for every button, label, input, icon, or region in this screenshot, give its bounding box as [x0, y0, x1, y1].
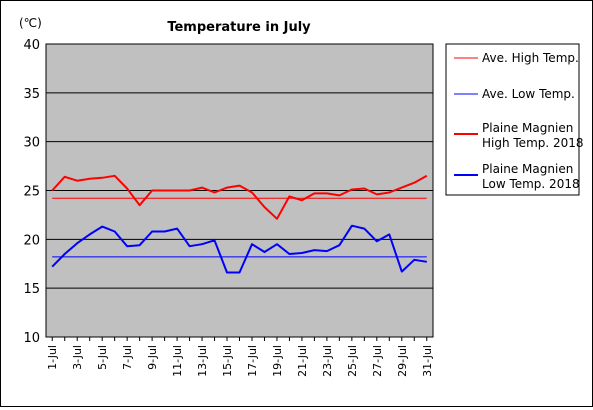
- x-tick-label: 9-Jul: [146, 345, 159, 370]
- x-tick-label: 27-Jul: [371, 345, 384, 377]
- legend-label: Plaine Magnien: [482, 162, 573, 176]
- x-tick-label: 29-Jul: [396, 345, 409, 377]
- y-tick-label: 25: [23, 185, 40, 200]
- y-tick-label: 15: [23, 282, 40, 297]
- x-tick-label: 1-Jul: [46, 345, 59, 370]
- y-axis-ticks: 10 15 20 25 30 35 40: [23, 38, 40, 346]
- series-line-3: [51, 174, 428, 220]
- y-tick-label: 20: [23, 233, 40, 248]
- x-tick-label: 7-Jul: [121, 345, 134, 370]
- legend-entries: Ave. High Temp. Ave. Low Temp. Plaine Magn…: [454, 51, 584, 191]
- x-axis-ticks: 1-Jul 3-Jul 5-Jul 7-Jul 9-Jul 11-Jul 13-Jul 15-…: [46, 337, 434, 377]
- series-lines: [51, 174, 428, 274]
- x-tick-label: 23-Jul: [321, 345, 334, 377]
- x-tick-label: 3-Jul: [71, 345, 84, 370]
- legend-label: Ave. High Temp.: [482, 51, 579, 65]
- x-tick-label: 21-Jul: [296, 345, 309, 377]
- y-tick-label: 35: [23, 87, 40, 102]
- y-tick-label: 10: [23, 331, 40, 346]
- x-tick-label: 17-Jul: [246, 345, 259, 377]
- series-line-4: [51, 224, 427, 274]
- y-tick-label: 30: [23, 136, 40, 151]
- x-tick-label: 11-Jul: [171, 345, 184, 377]
- legend: [445, 43, 580, 196]
- x-tick-label: 15-Jul: [221, 345, 234, 377]
- y-tick-label: 40: [23, 38, 40, 53]
- legend-label: High Temp. 2018: [482, 136, 584, 150]
- legend-label: Low Temp. 2018: [482, 177, 580, 191]
- chart-title: Temperature in July: [167, 20, 311, 35]
- x-tick-label: 13-Jul: [196, 345, 209, 377]
- x-tick-label: 31-Jul: [421, 345, 434, 377]
- x-tick-label: 25-Jul: [346, 345, 359, 377]
- legend-label: Ave. Low Temp.: [482, 87, 575, 101]
- x-tick-label: 5-Jul: [96, 345, 109, 370]
- grid-lines: [46, 92, 433, 289]
- x-tick-label: 19-Jul: [271, 345, 284, 377]
- y-unit-label: (℃): [19, 16, 42, 30]
- legend-label: Plaine Magnien: [482, 121, 573, 135]
